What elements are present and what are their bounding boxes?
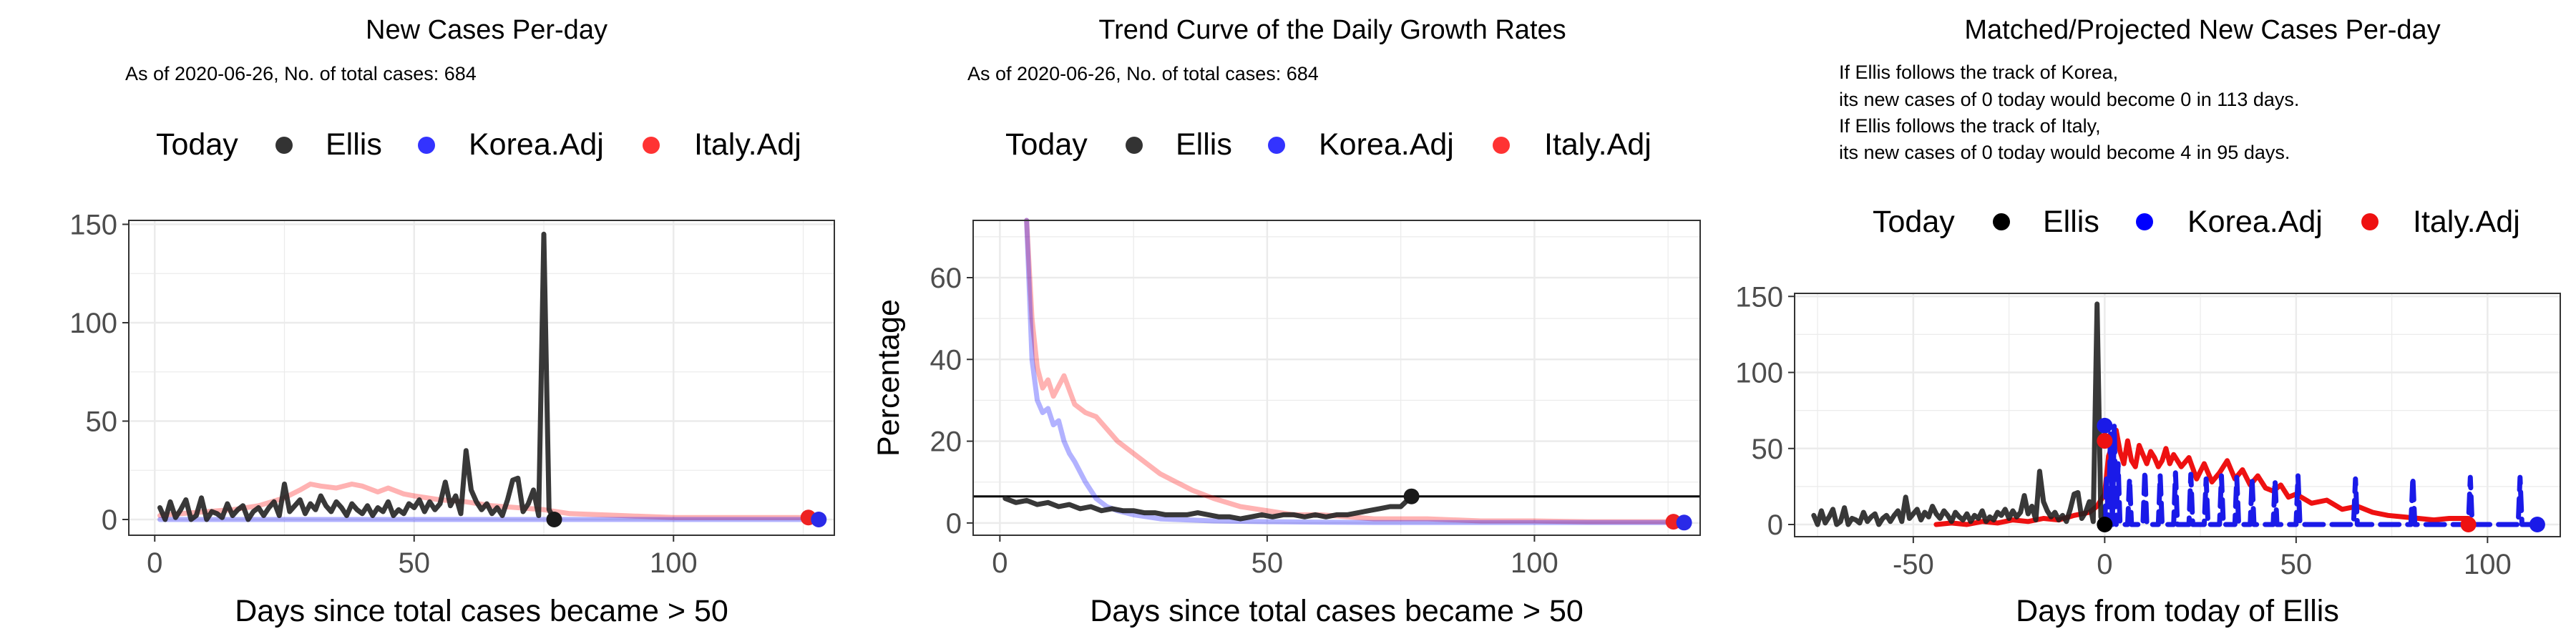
y-tick-label: 100 bbox=[1735, 358, 1783, 389]
y-tick-label: 50 bbox=[1752, 434, 1784, 465]
panel-growth-rates: Trend Curve of the Daily Growth Rates As… bbox=[872, 15, 1701, 628]
panel2-plot-area bbox=[972, 220, 1701, 536]
today-point-ellis bbox=[546, 512, 562, 527]
today-point-korea-adj bbox=[2529, 517, 2545, 532]
panel2-legend-key-ellis bbox=[1126, 137, 1143, 154]
x-tick-label: 100 bbox=[2464, 549, 2512, 580]
y-tick-label: 100 bbox=[69, 308, 117, 339]
panel1-title: New Cases Per-day bbox=[366, 15, 608, 45]
panel2-legend-title: Today bbox=[1005, 127, 1088, 162]
y-tick-label: 20 bbox=[930, 426, 962, 458]
today-point-italy-adj bbox=[2097, 433, 2113, 449]
panel3-series bbox=[1811, 301, 2545, 532]
today-point-korea-adj bbox=[811, 512, 827, 527]
panel3-legend: Today Ellis Korea.Adj Italy.Adj bbox=[1873, 205, 2520, 239]
panel3-title: Matched/Projected New Cases Per-day bbox=[1964, 15, 2440, 45]
panel2-legend-label-ellis: Ellis bbox=[1176, 127, 1232, 162]
panel2-series bbox=[973, 218, 1700, 531]
series-line-ellis bbox=[1002, 494, 1415, 522]
panel-new-cases: New Cases Per-day As of 2020-06-26, No. … bbox=[69, 15, 835, 628]
panel1-plot-area bbox=[128, 220, 835, 536]
x-tick-label: 50 bbox=[399, 547, 431, 579]
series-line-korea-adj bbox=[2102, 423, 2540, 527]
series-line-italy-adj bbox=[1024, 218, 1677, 525]
x-tick-label: 100 bbox=[650, 547, 698, 579]
panel2-legend-label-korea: Korea.Adj bbox=[1319, 127, 1454, 162]
today-point-korea-adj bbox=[2097, 417, 2113, 434]
panel1-subtitle: As of 2020-06-26, No. of total cases: 68… bbox=[125, 63, 477, 84]
panel1-legend-label-italy: Italy.Adj bbox=[694, 127, 801, 162]
x-tick-label: 50 bbox=[2280, 549, 2313, 580]
panel2-xlabel: Days since total cases became > 50 bbox=[1090, 594, 1584, 628]
panel1-xlabel: Days since total cases became > 50 bbox=[235, 594, 728, 628]
panel3-axes: -50 0 50 100 0 50 100 150 bbox=[1735, 281, 2561, 580]
panel2-legend-key-korea bbox=[1268, 137, 1285, 154]
y-tick-label: 150 bbox=[1735, 281, 1783, 313]
today-point-ellis bbox=[1403, 488, 1420, 504]
series-line-italy-adj bbox=[157, 482, 811, 520]
panel1-legend-label-korea: Korea.Adj bbox=[469, 127, 604, 162]
series-line-ellis bbox=[157, 231, 557, 522]
y-tick-label: 0 bbox=[1767, 509, 1783, 541]
panel-projected-cases: Matched/Projected New Cases Per-day If E… bbox=[1735, 15, 2561, 628]
y-tick-label: 0 bbox=[102, 504, 117, 536]
panel2-legend-label-italy: Italy.Adj bbox=[1544, 127, 1652, 162]
panel2-grid bbox=[973, 220, 1700, 535]
panel3-legend-key-ellis bbox=[1993, 213, 2010, 230]
panel2-legend: Today Ellis Korea.Adj Italy.Adj bbox=[1005, 127, 1652, 162]
panel1-series bbox=[157, 231, 827, 527]
panel3-legend-label-korea: Korea.Adj bbox=[2187, 205, 2323, 239]
panel3-xlabel: Days from today of Ellis bbox=[2016, 594, 2339, 628]
plot-frame bbox=[128, 220, 835, 536]
y-tick-label: 60 bbox=[930, 263, 962, 294]
panel1-legend-key-korea bbox=[418, 137, 435, 154]
panel2-title: Trend Curve of the Daily Growth Rates bbox=[1098, 15, 1566, 45]
panel1-axes: 0 50 100 0 50 100 150 bbox=[69, 210, 835, 579]
today-point-ellis bbox=[2097, 517, 2113, 532]
panel3-legend-key-korea bbox=[2136, 213, 2153, 230]
panel3-legend-label-italy: Italy.Adj bbox=[2413, 205, 2520, 239]
panel3-legend-key-italy bbox=[2361, 213, 2379, 230]
panel3-subtitle-line-4: its new cases of 0 today would become 4 … bbox=[1839, 142, 2290, 163]
panel3-grid bbox=[1795, 293, 2560, 537]
panel1-legend-title: Today bbox=[156, 127, 238, 162]
x-tick-label: 0 bbox=[2097, 549, 2112, 580]
today-point-korea-adj bbox=[1676, 514, 1692, 531]
panel3-legend-label-ellis: Ellis bbox=[2043, 205, 2099, 239]
panel3-subtitle-line-1: If Ellis follows the track of Korea, bbox=[1839, 62, 2118, 83]
panel1-legend: Today Ellis Korea.Adj Italy.Adj bbox=[156, 127, 801, 162]
panel1-legend-label-ellis: Ellis bbox=[326, 127, 382, 162]
panel2-legend-key-italy bbox=[1493, 137, 1510, 154]
x-tick-label: 0 bbox=[992, 547, 1008, 579]
y-tick-label: 40 bbox=[930, 344, 962, 376]
x-tick-label: -50 bbox=[1893, 549, 1934, 580]
panel1-legend-key-italy bbox=[643, 137, 660, 154]
x-tick-label: 100 bbox=[1511, 547, 1558, 579]
panel3-subtitle-line-2: its new cases of 0 today would become 0 … bbox=[1839, 89, 2299, 110]
plot-frame bbox=[1794, 293, 2561, 537]
x-tick-label: 50 bbox=[1252, 547, 1284, 579]
y-tick-label: 150 bbox=[69, 210, 117, 241]
x-tick-label: 0 bbox=[147, 547, 162, 579]
panel2-ylabel: Percentage bbox=[872, 299, 906, 457]
series-line-ellis bbox=[1811, 301, 2107, 527]
panel2-axes: 0 50 100 0 20 40 60 bbox=[930, 220, 1701, 579]
plot-frame bbox=[972, 220, 1701, 536]
today-point-italy-adj bbox=[2460, 517, 2477, 532]
panel2-subtitle: As of 2020-06-26, No. of total cases: 68… bbox=[967, 63, 1319, 84]
panel1-legend-key-ellis bbox=[275, 137, 293, 154]
panel3-subtitle-line-3: If Ellis follows the track of Italy, bbox=[1839, 115, 2101, 137]
y-tick-label: 0 bbox=[946, 508, 962, 540]
panel3-legend-title: Today bbox=[1873, 205, 1955, 239]
y-tick-label: 50 bbox=[86, 406, 118, 438]
